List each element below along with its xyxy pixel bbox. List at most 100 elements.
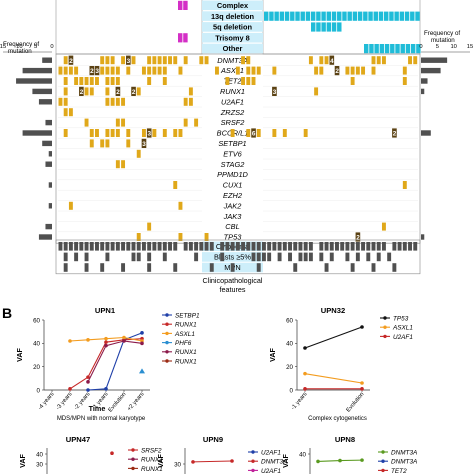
left-freq-bar [38,234,52,240]
mutation-cell [105,87,110,96]
clinical-cell [74,242,79,251]
mutation-count-box [89,66,95,76]
mutation-cell [246,129,251,137]
karyotype-cell [410,44,416,54]
mutation-cell [303,129,308,137]
data-point [122,339,126,343]
gene-label: DNMT3A [217,56,247,65]
data-point [338,458,342,463]
legend-label: U2AF1 [393,334,413,341]
karyotype-cell [305,11,311,21]
clinical-cell [345,242,350,251]
karyotype-label: 5q deletion [213,23,252,32]
right-freq-bar [421,57,448,63]
gene-label: SETBP1 [218,139,246,148]
mutation-cell [121,97,126,106]
data-point [303,346,307,350]
data-point [86,380,90,384]
legend-label: PHF6 [175,340,192,347]
clinical-cell [68,242,73,251]
clinical-cell [199,242,204,251]
clinical-cell [110,242,115,251]
mutation-cell [157,56,162,65]
clinical-label-bg [202,252,263,262]
left-freq-bar [16,78,52,84]
x-tick-label: +2 years [127,391,146,412]
karyotype-cell [378,11,384,21]
freq-label-left-2: mutation [8,48,32,55]
gene-label: STAG2 [221,160,245,169]
karyotype-cell [390,44,395,54]
clinical-cell [361,242,366,251]
mutation-cell [204,56,209,65]
clinical-cell [131,242,136,251]
chart-upn8: UPN8 VAF 40 DNMT3A DNMT3A TET2 [281,435,417,474]
y-tick-label: 0 [37,387,41,394]
left-freq-bar [45,223,52,230]
mutation-cell [246,56,251,65]
mutation-cell [272,129,277,137]
mutation-count-text: 6 [252,131,256,138]
gene-label: ASXL1 [220,66,244,75]
y-tick-label: 20 [286,364,293,371]
mutation-cell [371,66,376,75]
mutation-cell [84,87,89,96]
mutation-cell [168,56,172,65]
clinical-cell [256,252,261,262]
gene-label-band [202,55,263,243]
freq-label-right-2: mutation [431,37,455,44]
clinical-cell [329,242,334,251]
clinical-cell [303,242,308,251]
chart-title: UPN9 [203,435,223,444]
mutation-cell [89,129,94,137]
legend-label: SETBP1 [175,312,200,319]
clinical-cell [204,242,209,251]
clinical-cell [381,242,386,251]
left-axis-tick: 0 [50,44,53,50]
mutation-cell [100,139,105,148]
right-axis-tick: 5 [436,44,439,50]
data-point [104,336,108,341]
clinical-cell [63,263,68,272]
data-point [122,335,126,340]
clinical-cell [188,242,193,251]
freq-label-left-1: Frequency of [3,41,39,48]
mutation-cell [162,66,167,75]
data-point [316,459,320,464]
clinical-cell [95,242,99,251]
legend-swatch-marker [165,331,169,336]
gene-label: RUNX1 [220,87,245,96]
legend-swatch-marker [165,322,169,326]
legend-swatch-marker [165,359,169,363]
legend-swatch-marker [131,457,135,461]
chart-title: UPN47 [66,435,90,444]
mutation-cell [115,160,120,169]
clinical-cell [392,242,397,251]
karyotype-cell [310,11,316,21]
mutation-cell [319,56,324,65]
karyotype-cell [290,11,295,21]
clinical-cell [371,242,376,251]
karyotype-cell [405,44,411,54]
mutation-cell [136,87,141,96]
mutation-cell [136,149,141,158]
mutation-count-text: 3 [127,58,131,65]
legend-swatch-marker [381,450,385,454]
data-point [360,325,364,329]
mutation-count-box [79,86,84,96]
mutation-count-text: 2 [90,68,94,75]
left-axis-tick: 10 [16,44,22,50]
karyotype-cell [326,22,332,32]
clinical-cell [288,242,292,251]
legend-swatch-marker [381,459,385,463]
mutation-cell [141,66,146,75]
clinical-cell [277,242,282,251]
mutation-cell [147,222,152,231]
clinical-cell [79,242,84,251]
karyotype-cell [389,11,394,21]
mutation-cell [162,129,167,137]
mutation-count-box [115,86,121,96]
left-freq-bar [48,203,52,209]
clinical-cell [282,242,287,251]
clinical-cell [235,242,240,251]
